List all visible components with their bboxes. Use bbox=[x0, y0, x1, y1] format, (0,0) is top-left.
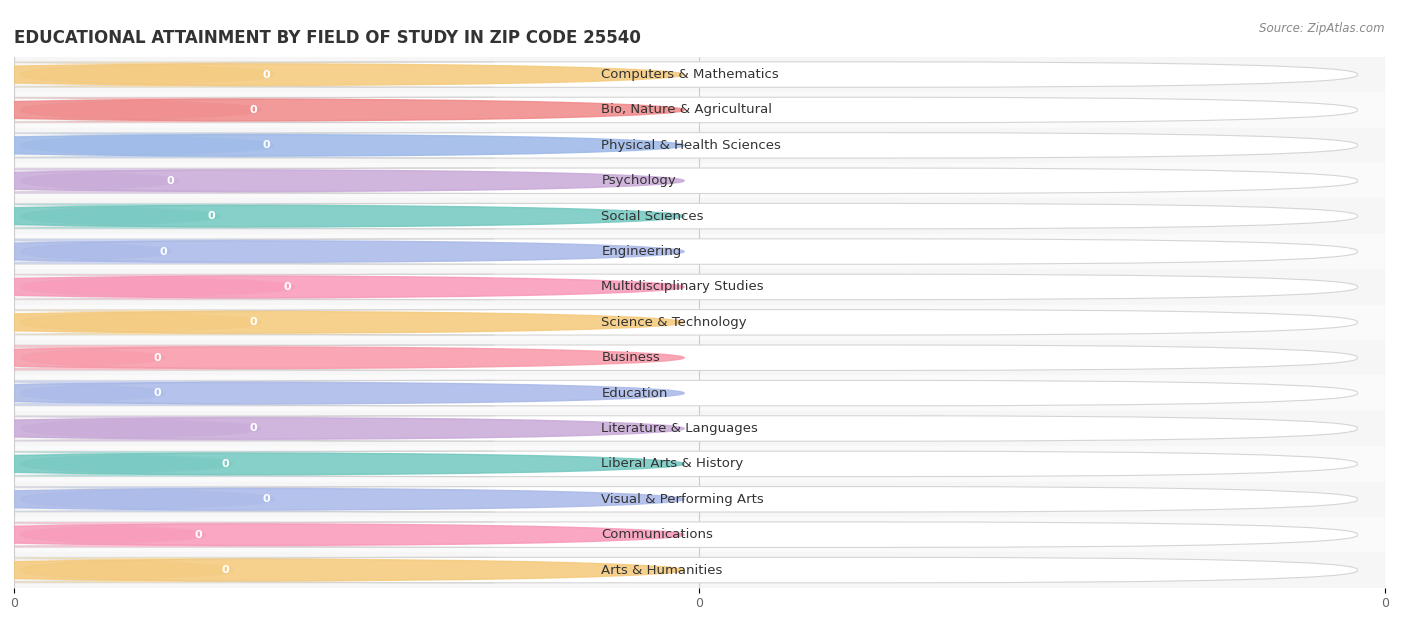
Text: Communications: Communications bbox=[602, 528, 713, 541]
Text: 0: 0 bbox=[249, 317, 257, 327]
FancyBboxPatch shape bbox=[21, 133, 1358, 158]
Text: 0: 0 bbox=[167, 176, 174, 186]
FancyBboxPatch shape bbox=[21, 239, 1358, 264]
Circle shape bbox=[0, 205, 685, 227]
FancyBboxPatch shape bbox=[21, 204, 1358, 229]
FancyBboxPatch shape bbox=[0, 345, 495, 370]
FancyBboxPatch shape bbox=[0, 97, 495, 123]
Text: 0: 0 bbox=[153, 388, 160, 398]
FancyBboxPatch shape bbox=[21, 168, 1358, 193]
Text: 0: 0 bbox=[208, 211, 215, 221]
FancyBboxPatch shape bbox=[0, 557, 495, 583]
Bar bbox=[14, 482, 1385, 517]
Bar bbox=[14, 163, 1385, 198]
FancyBboxPatch shape bbox=[21, 451, 1358, 477]
Text: Arts & Humanities: Arts & Humanities bbox=[602, 564, 723, 576]
FancyBboxPatch shape bbox=[21, 62, 1358, 87]
Text: 0: 0 bbox=[249, 105, 257, 115]
Bar bbox=[14, 517, 1385, 552]
FancyBboxPatch shape bbox=[0, 487, 495, 512]
Text: Science & Technology: Science & Technology bbox=[602, 316, 747, 329]
FancyBboxPatch shape bbox=[0, 522, 495, 547]
Circle shape bbox=[0, 382, 685, 404]
Text: 0: 0 bbox=[153, 353, 160, 363]
FancyBboxPatch shape bbox=[0, 204, 495, 229]
Bar bbox=[14, 305, 1385, 340]
Circle shape bbox=[0, 99, 685, 121]
Bar bbox=[14, 128, 1385, 163]
Text: 0: 0 bbox=[160, 246, 167, 257]
Bar bbox=[14, 269, 1385, 305]
FancyBboxPatch shape bbox=[0, 380, 495, 406]
Text: Education: Education bbox=[602, 387, 668, 399]
FancyBboxPatch shape bbox=[21, 345, 1358, 370]
Text: 0: 0 bbox=[222, 565, 229, 575]
FancyBboxPatch shape bbox=[0, 62, 495, 87]
Circle shape bbox=[0, 135, 685, 156]
Text: 0: 0 bbox=[263, 494, 270, 504]
FancyBboxPatch shape bbox=[0, 168, 495, 193]
Text: Multidisciplinary Studies: Multidisciplinary Studies bbox=[602, 281, 763, 293]
Circle shape bbox=[0, 453, 685, 475]
Bar bbox=[14, 234, 1385, 269]
Circle shape bbox=[0, 347, 685, 368]
Text: Social Sciences: Social Sciences bbox=[602, 210, 704, 222]
FancyBboxPatch shape bbox=[0, 239, 495, 264]
FancyBboxPatch shape bbox=[0, 274, 495, 300]
Bar bbox=[14, 92, 1385, 128]
Text: Liberal Arts & History: Liberal Arts & History bbox=[602, 458, 744, 470]
Text: 0: 0 bbox=[263, 70, 270, 80]
Text: Computers & Mathematics: Computers & Mathematics bbox=[602, 68, 779, 81]
Bar bbox=[14, 57, 1385, 92]
Text: 0: 0 bbox=[222, 459, 229, 469]
Text: 0: 0 bbox=[194, 530, 202, 540]
Text: 0: 0 bbox=[284, 282, 291, 292]
FancyBboxPatch shape bbox=[21, 310, 1358, 335]
FancyBboxPatch shape bbox=[0, 133, 495, 158]
FancyBboxPatch shape bbox=[21, 97, 1358, 123]
Bar bbox=[14, 198, 1385, 234]
Text: Literature & Languages: Literature & Languages bbox=[602, 422, 758, 435]
Bar bbox=[14, 375, 1385, 411]
Text: 0: 0 bbox=[249, 423, 257, 434]
Text: 0: 0 bbox=[263, 140, 270, 150]
Text: Source: ZipAtlas.com: Source: ZipAtlas.com bbox=[1260, 22, 1385, 35]
FancyBboxPatch shape bbox=[0, 310, 495, 335]
Circle shape bbox=[0, 170, 685, 191]
FancyBboxPatch shape bbox=[21, 380, 1358, 406]
Text: Psychology: Psychology bbox=[602, 174, 676, 187]
FancyBboxPatch shape bbox=[21, 487, 1358, 512]
Text: Engineering: Engineering bbox=[602, 245, 682, 258]
Bar bbox=[14, 446, 1385, 482]
Circle shape bbox=[0, 276, 685, 298]
FancyBboxPatch shape bbox=[0, 416, 495, 441]
FancyBboxPatch shape bbox=[0, 451, 495, 477]
Circle shape bbox=[0, 312, 685, 333]
Text: EDUCATIONAL ATTAINMENT BY FIELD OF STUDY IN ZIP CODE 25540: EDUCATIONAL ATTAINMENT BY FIELD OF STUDY… bbox=[14, 29, 641, 47]
Text: Business: Business bbox=[602, 351, 659, 364]
Circle shape bbox=[0, 524, 685, 545]
Circle shape bbox=[0, 241, 685, 262]
Text: Physical & Health Sciences: Physical & Health Sciences bbox=[602, 139, 782, 152]
Circle shape bbox=[0, 489, 685, 510]
Bar bbox=[14, 411, 1385, 446]
Circle shape bbox=[0, 64, 685, 85]
FancyBboxPatch shape bbox=[21, 274, 1358, 300]
Text: Bio, Nature & Agricultural: Bio, Nature & Agricultural bbox=[602, 104, 772, 116]
Circle shape bbox=[0, 418, 685, 439]
Text: Visual & Performing Arts: Visual & Performing Arts bbox=[602, 493, 763, 506]
FancyBboxPatch shape bbox=[21, 522, 1358, 547]
Bar bbox=[14, 340, 1385, 375]
FancyBboxPatch shape bbox=[21, 557, 1358, 583]
Circle shape bbox=[0, 559, 685, 581]
FancyBboxPatch shape bbox=[21, 416, 1358, 441]
Bar bbox=[14, 552, 1385, 588]
